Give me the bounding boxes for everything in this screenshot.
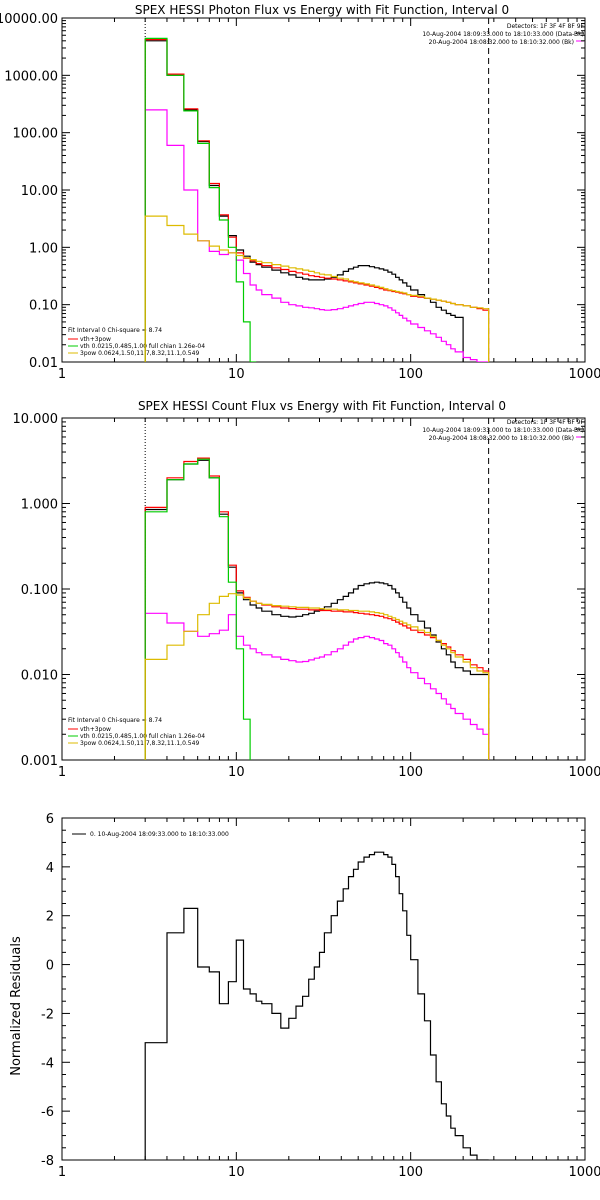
photon-flux-y-tick-label: 0.10 bbox=[29, 299, 58, 314]
photon-flux-title: SPEX HESSI Photon Flux vs Energy with Fi… bbox=[135, 3, 509, 17]
count-fit-line-3pow: 3pow 0.0624,1.50,11.7,8.32,11.1,0.549 bbox=[80, 740, 199, 747]
photon-flux-y-tick-label: 1000.00 bbox=[4, 69, 58, 84]
photon-fit-line-vth: vth 0.0215,0.485,1.00 full chian 1.26e-0… bbox=[80, 343, 205, 350]
photon-bk-interval-line: 20-Aug-2004 18:08:32.000 to 18:10:32.000… bbox=[429, 39, 574, 46]
residuals-y-axis-label: Normalized Residuals bbox=[9, 936, 24, 1076]
photon-flux-y-tick-label: 10000.00 bbox=[0, 12, 58, 27]
residuals-x-tick-label: 10 bbox=[228, 1165, 245, 1180]
count-flux-y-tick-label: 0.001 bbox=[21, 754, 58, 769]
count-flux-panel: SPEX HESSI Count Flux vs Energy with Fit… bbox=[13, 399, 600, 780]
photon-flux-y-tick-label: 10.00 bbox=[21, 184, 58, 199]
photon-flux-y-tick-label: 1.00 bbox=[29, 241, 58, 256]
count-bk-interval-line: 20-Aug-2004 18:08:32.000 to 18:10:32.000… bbox=[429, 435, 574, 442]
count-flux-y-tick-label: 0.100 bbox=[21, 583, 58, 598]
photon-fit-line-3pow: 3pow 0.0624,1.50,11.7,8.32,11.1,0.549 bbox=[80, 350, 199, 357]
count-flux-y-tick-label: 10.000 bbox=[13, 412, 59, 427]
count-data-interval-line: 10-Aug-2004 18:09:33.000 to 18:10:33.000… bbox=[422, 427, 584, 434]
residuals-x-tick-label: 100 bbox=[398, 1165, 423, 1180]
photon-flux-series-1 bbox=[144, 109, 489, 362]
photon-flux-x-tick-label: 100 bbox=[398, 367, 423, 382]
photon-flux-x-tick-label: 10 bbox=[228, 367, 245, 382]
count-flux-y-tick-label: 0.010 bbox=[21, 669, 58, 684]
photon-flux-x-tick-label: 1000 bbox=[568, 367, 600, 382]
residuals-y-tick-label: -4 bbox=[41, 1056, 54, 1071]
count-fit-line-vth: vth 0.0215,0.485,1.00 full chian 1.26e-0… bbox=[80, 733, 205, 740]
count-flux-title: SPEX HESSI Count Flux vs Energy with Fit… bbox=[138, 399, 506, 413]
count-detectors-line: Detectors: 1F 3F 4F 8F 9F bbox=[507, 419, 585, 426]
photon-flux-series-0 bbox=[144, 40, 464, 362]
count-flux-series-1 bbox=[144, 612, 490, 760]
residuals-y-tick-label: 0 bbox=[46, 959, 54, 974]
count-flux-x-tick-label: 100 bbox=[398, 765, 423, 780]
photon-flux-x-tick-label: 1 bbox=[58, 367, 66, 382]
residuals-x-tick-label: 1 bbox=[58, 1165, 66, 1180]
photon-flux-y-tick-label: 100.00 bbox=[13, 127, 59, 142]
count-flux-y-tick-label: 1.000 bbox=[21, 498, 58, 513]
residuals-x-tick-label: 1000 bbox=[568, 1165, 600, 1180]
count-flux-x-tick-label: 1000 bbox=[568, 765, 600, 780]
photon-fit-line-total: vth+3pow bbox=[80, 336, 111, 343]
photon-flux-y-tick-label: 0.01 bbox=[29, 356, 58, 371]
photon-flux-series-4 bbox=[144, 215, 490, 362]
photon-flux-panel: SPEX HESSI Photon Flux vs Energy with Fi… bbox=[0, 3, 600, 382]
photon-detectors-line: Detectors: 1F 3F 4F 8F 9F bbox=[507, 23, 585, 30]
count-flux-x-tick-label: 10 bbox=[228, 765, 245, 780]
photon-fit-header: Fit Interval 0 Chi-square = 8.74 bbox=[68, 327, 162, 334]
residuals-series-0 bbox=[144, 851, 489, 1160]
photon-data-interval-line: 10-Aug-2004 18:09:33.000 to 18:10:33.000… bbox=[422, 31, 584, 38]
residuals-y-tick-label: 2 bbox=[46, 910, 54, 925]
count-fit-header: Fit Interval 0 Chi-square = 8.74 bbox=[68, 717, 162, 724]
residuals-y-tick-label: -8 bbox=[41, 1154, 54, 1169]
residuals-y-tick-label: 4 bbox=[46, 861, 54, 876]
residuals-y-tick-label: -6 bbox=[41, 1105, 54, 1120]
count-flux-series-4 bbox=[144, 593, 490, 760]
photon-flux-series-3 bbox=[144, 37, 257, 362]
residuals-panel: 0. 10-Aug-2004 18:09:33.000 to 18:10:33.… bbox=[9, 812, 600, 1180]
residuals-legend-label: 0. 10-Aug-2004 18:09:33.000 to 18:10:33.… bbox=[90, 831, 229, 838]
count-fit-line-total: vth+3pow bbox=[80, 726, 111, 733]
residuals-y-tick-label: 6 bbox=[46, 812, 54, 827]
residuals-y-tick-label: -2 bbox=[41, 1007, 54, 1022]
count-flux-x-tick-label: 1 bbox=[58, 765, 66, 780]
count-flux-series-3 bbox=[144, 458, 257, 760]
